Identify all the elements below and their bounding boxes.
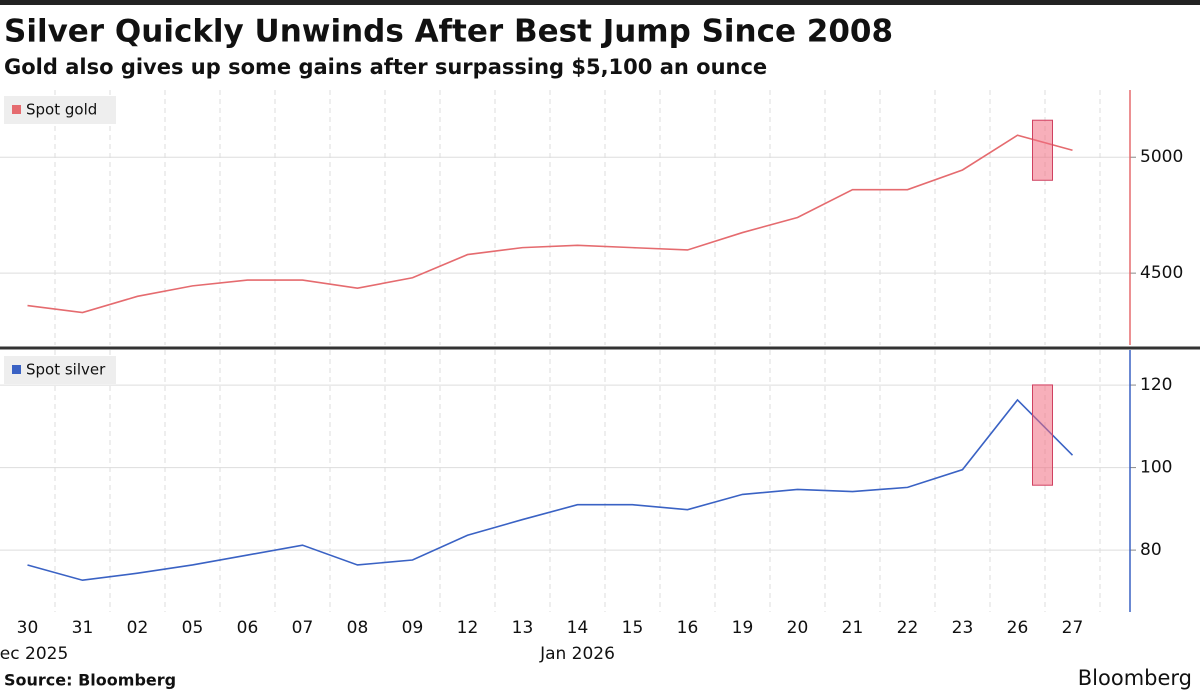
x-month-label: Jan 2026 (539, 644, 615, 664)
source: Source: Bloomberg (4, 671, 176, 690)
x-tick-label: 07 (292, 618, 314, 638)
highlight-box (1032, 119, 1053, 181)
y-tick-label: 5000 (1140, 147, 1183, 167)
legend-bg (4, 356, 116, 384)
x-tick-label: 22 (897, 618, 919, 638)
line-series (27, 134, 1073, 314)
x-tick-label: 27 (1062, 618, 1084, 638)
x-tick-label: 02 (127, 618, 149, 638)
highlight-box (1032, 384, 1053, 486)
chart-subtitle: Gold also gives up some gains after surp… (4, 55, 767, 79)
x-tick-label: 21 (842, 618, 864, 638)
x-tick-label: 19 (732, 618, 754, 638)
brand: Bloomberg (1078, 666, 1192, 690)
y-tick-label: 100 (1140, 458, 1172, 478)
legend-bg (4, 96, 116, 124)
x-tick-label: 05 (182, 618, 204, 638)
x-tick-label: 15 (622, 618, 644, 638)
x-tick-label: 09 (402, 618, 424, 638)
legend-label: Spot gold (26, 101, 97, 119)
y-tick-label: 80 (1140, 540, 1162, 560)
x-tick-label: 06 (237, 618, 259, 638)
x-tick-label: 30 (17, 618, 39, 638)
x-tick-label: 08 (347, 618, 369, 638)
y-tick-label: 4500 (1140, 263, 1183, 283)
x-tick-label: 31 (72, 618, 94, 638)
x-tick-label: 13 (512, 618, 534, 638)
top-bar (0, 0, 1200, 5)
legend-swatch (12, 105, 21, 114)
legend-swatch (12, 365, 21, 374)
x-tick-label: 12 (457, 618, 479, 638)
y-tick-label: 120 (1140, 375, 1172, 395)
x-tick-label: 20 (787, 618, 809, 638)
x-month-label: Dec 2025 (0, 644, 68, 664)
line-series (27, 398, 1074, 582)
x-tick-label: 23 (952, 618, 974, 638)
x-tick-label: 14 (567, 618, 589, 638)
x-tick-label: 26 (1007, 618, 1029, 638)
chart-title: Silver Quickly Unwinds After Best Jump S… (4, 14, 893, 50)
x-tick-label: 16 (677, 618, 699, 638)
legend-label: Spot silver (26, 361, 106, 379)
